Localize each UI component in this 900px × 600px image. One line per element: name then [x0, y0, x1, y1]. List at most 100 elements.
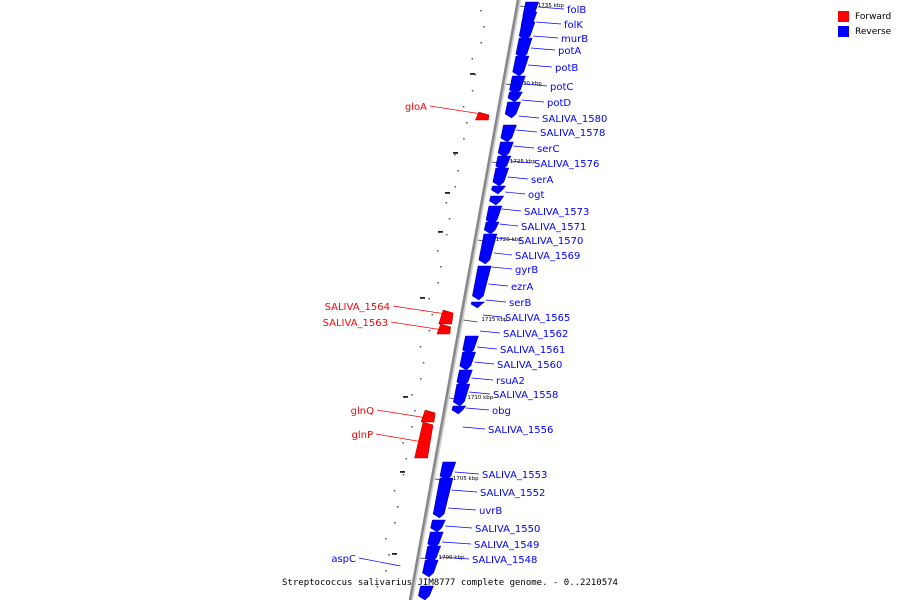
- reverse-gene: [462, 335, 479, 355]
- ruler-dot: [471, 58, 474, 60]
- legend-label-forward: Forward: [855, 11, 892, 22]
- gene-label-reverse: potA: [558, 46, 581, 57]
- leader-line: [469, 391, 491, 395]
- leader-line: [480, 330, 501, 334]
- forward-gene: [436, 323, 451, 335]
- gene-label-forward: glnQ: [351, 406, 374, 417]
- gene-label-reverse: SALIVA_1556: [488, 425, 553, 436]
- reverse-gene: [430, 519, 446, 533]
- gene-label-reverse: serA: [531, 175, 553, 186]
- reverse-swatch-icon: [838, 26, 849, 37]
- ruler-dot: [480, 42, 482, 44]
- reverse-gene: [497, 141, 514, 158]
- ruler-dots: [376, 10, 485, 588]
- leader-line: [466, 407, 490, 411]
- leader-line: [530, 47, 556, 51]
- gene-label-reverse: SALIVA_1553: [482, 470, 547, 481]
- leader-line: [471, 377, 494, 381]
- reverse-gene: [483, 221, 500, 235]
- reverse-gene: [512, 55, 530, 77]
- ruler-dot: [394, 522, 396, 524]
- leader-line: [442, 541, 472, 545]
- leader-line: [510, 160, 532, 164]
- ruler-dot: [440, 266, 442, 268]
- scale-label: 1715 kbp: [481, 317, 507, 323]
- gene-label-reverse: SALIVA_1565: [505, 313, 570, 324]
- ruler-dot: [405, 458, 408, 460]
- forward-gene: [414, 421, 434, 459]
- scale-label: 1705 kbp: [453, 476, 479, 482]
- scale-tick: [463, 319, 478, 323]
- gene-label-reverse: SALIVA_1550: [475, 524, 540, 535]
- gene-label-reverse: SALIVA_1569: [515, 251, 580, 262]
- genome-backbone: [408, 0, 520, 600]
- gene-label-reverse: SALIVA_1552: [480, 488, 545, 499]
- gene-label-reverse: serB: [509, 298, 531, 309]
- forward-gene: [475, 111, 490, 121]
- leader-line: [538, 6, 565, 10]
- reverse-gene: [504, 101, 522, 119]
- leader-line: [518, 115, 540, 119]
- leader-line: [521, 99, 545, 103]
- forward-swatch-icon: [838, 11, 849, 22]
- ruler-dot: [437, 250, 439, 252]
- leader-line: [527, 64, 553, 68]
- reverse-gene: [470, 301, 486, 309]
- reverse-gene: [453, 383, 471, 407]
- ruler-dot: [385, 570, 387, 572]
- leader-line: [505, 191, 526, 195]
- gene-label-reverse: murB: [561, 34, 588, 45]
- gene-label-reverse: SALIVA_1548: [472, 555, 537, 566]
- legend-item-forward: Forward: [838, 9, 900, 24]
- ruler-dot: [463, 138, 465, 140]
- leader-line: [524, 83, 548, 87]
- reverse-gene: [478, 233, 498, 265]
- ruler-dot: [428, 298, 430, 300]
- gene-label-reverse: SALIVA_1571: [521, 222, 586, 233]
- reverse-gene: [485, 205, 503, 225]
- reverse-gene: [507, 91, 523, 103]
- ruler-dot: [419, 378, 422, 380]
- ruler-dot: [422, 362, 425, 364]
- legend-item-reverse: Reverse: [838, 24, 900, 39]
- ruler-dot: [411, 426, 413, 428]
- gene-label-reverse: SALIVA_1570: [518, 236, 583, 247]
- leader-line: [513, 145, 535, 149]
- ruler-dot: [466, 122, 468, 124]
- gene-label-reverse: SALIVA_1580: [542, 114, 607, 125]
- reverse-gene: [456, 369, 473, 387]
- leader-line: [535, 21, 562, 25]
- reverse-gene: [472, 265, 492, 301]
- gene-label-reverse: ogt: [528, 190, 544, 201]
- gene-label-reverse: SALIVA_1576: [534, 159, 599, 170]
- genome-caption: Streptococcus salivarius JIM8777 complet…: [282, 578, 618, 588]
- leader-line: [462, 426, 486, 430]
- ruler-tick: [403, 396, 408, 398]
- ruler-dot: [428, 330, 431, 332]
- scale-label: 1720 kbp: [496, 237, 522, 243]
- legend: Forward Reverse: [838, 9, 900, 39]
- ruler-dot: [454, 186, 457, 188]
- ruler-dot: [462, 106, 465, 108]
- reverse-gene: [451, 405, 467, 415]
- gene-label-reverse: gyrB: [515, 265, 538, 276]
- ruler-dot: [437, 282, 439, 284]
- gene-label-reverse: rsuA2: [496, 376, 525, 387]
- leader-line: [496, 237, 516, 241]
- leader-line: [429, 105, 482, 115]
- leader-line: [454, 471, 480, 475]
- gene-label-reverse: potC: [550, 82, 573, 93]
- gene-label-reverse: SALIVA_1549: [474, 540, 539, 551]
- leader-line: [516, 129, 538, 133]
- ruler-tick: [438, 231, 443, 233]
- ruler-dot: [483, 26, 485, 28]
- leader-line: [491, 266, 513, 270]
- gene-blocks: [414, 1, 539, 600]
- ruler-dot: [388, 554, 390, 556]
- ruler-dot: [454, 154, 456, 156]
- reverse-gene: [491, 185, 507, 195]
- ruler-dot: [474, 74, 477, 76]
- forward-gene: [438, 309, 454, 325]
- legend-label-reverse: Reverse: [855, 26, 892, 37]
- ruler-dot: [385, 538, 387, 540]
